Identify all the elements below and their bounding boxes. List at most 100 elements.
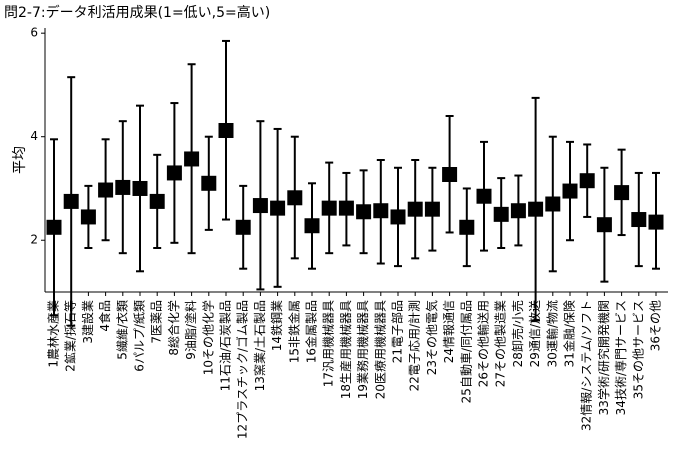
mean-point — [218, 122, 234, 138]
error-bar-group — [46, 138, 62, 317]
mean-point — [166, 165, 182, 181]
x-tick-label: 12プラスチック/ゴム製品 — [235, 300, 250, 439]
mean-point — [510, 203, 526, 219]
mean-point — [390, 209, 406, 225]
mean-point — [545, 196, 561, 212]
y-axis: 2 4 6 — [30, 26, 46, 292]
x-tick-label: 10その他化学 — [200, 300, 215, 375]
x-tick-label: 3建設業 — [80, 300, 95, 344]
error-bar-group — [184, 63, 200, 255]
mean-point — [373, 203, 389, 219]
x-tick-label: 14鉄鋼業 — [269, 300, 284, 351]
y-axis-label: 平均 — [12, 146, 28, 174]
x-tick-label: 29通信/放送 — [527, 300, 542, 367]
error-bar-group — [390, 166, 406, 268]
error-bar-group — [115, 120, 131, 255]
x-tick-label: 31金融/保険 — [562, 300, 577, 367]
x-tick-label: 7医薬品 — [150, 300, 164, 344]
error-bar-group — [528, 96, 544, 322]
x-tick-label: 32情報/システム/ソフト — [580, 300, 594, 431]
mean-point — [252, 198, 268, 214]
x-tick-label: 34技術/専門サービス — [614, 300, 628, 415]
x-tick-label: 19業務用機械器具 — [355, 300, 370, 399]
mean-point — [424, 201, 440, 217]
error-bar-group — [321, 161, 337, 255]
error-bar-group — [63, 76, 79, 327]
error-bar-group — [493, 177, 509, 249]
error-bar-group — [80, 184, 96, 249]
error-bar-group — [373, 159, 389, 265]
x-tick-label: 4食品 — [97, 300, 112, 332]
x-tick-label: 22電子応用/計測 — [407, 300, 422, 391]
error-bar-group — [562, 140, 578, 242]
error-bar-group — [252, 120, 268, 291]
error-bar-group — [510, 174, 526, 247]
x-tick-label: 28卸売/小売 — [510, 300, 525, 367]
error-bar-group — [235, 184, 251, 270]
mean-point — [493, 206, 509, 222]
error-bar-group — [304, 182, 320, 270]
x-tick-label: 23その他電気 — [424, 300, 439, 375]
x-tick-label: 13窯業/土石製品 — [252, 300, 267, 391]
mean-point — [648, 214, 664, 230]
x-tick-label: 5繊維/衣類 — [114, 300, 129, 360]
x-tick-label: 26その他輸送用 — [476, 300, 491, 387]
x-tick-label: 11石油/石炭製品 — [219, 300, 233, 391]
error-bar-group — [270, 127, 286, 288]
error-bar-group — [407, 159, 423, 260]
error-bar-group — [338, 171, 354, 247]
x-tick-label: 36その他 — [649, 300, 663, 351]
mean-point — [579, 173, 595, 189]
mean-point — [201, 175, 217, 191]
error-bar-group — [98, 138, 114, 242]
error-bar-group — [201, 135, 217, 231]
error-bar-group — [631, 171, 647, 268]
data-marks — [46, 39, 664, 327]
error-bar-group — [545, 135, 561, 273]
error-bar-group — [648, 171, 664, 270]
x-tick-label: 2鉱業/採石等 — [63, 300, 78, 372]
y-tick-label: 6 — [30, 26, 38, 40]
x-axis: 1農林水産業 2鉱業/採石等 3建設業 4食品 5繊維/衣類 6パルプ/紙類 7医薬品 8総合… — [45, 291, 668, 439]
mean-point — [184, 151, 200, 167]
x-tick-label: 24情報通信 — [442, 300, 456, 363]
mean-point — [235, 219, 251, 235]
error-bar-group — [442, 115, 458, 234]
mean-point — [115, 179, 131, 195]
mean-point — [631, 212, 647, 228]
x-tick-label: 17汎用機械器具 — [321, 300, 336, 387]
x-tick-label: 33学術/研究開発機関 — [596, 300, 611, 415]
error-bar-group — [287, 135, 303, 260]
mean-point — [356, 204, 372, 220]
x-tick-label: 35その他サービス — [631, 300, 645, 399]
error-bar-group — [614, 148, 630, 237]
mean-point — [528, 201, 544, 217]
mean-point — [459, 219, 475, 235]
y-tick-label: 2 — [30, 233, 38, 247]
mean-point — [63, 193, 79, 209]
mean-point — [98, 182, 114, 198]
error-bar-group — [596, 166, 612, 283]
x-tick-label: 20医療用機械器具 — [372, 300, 387, 399]
mean-point — [562, 183, 578, 199]
mean-point — [304, 218, 320, 234]
x-tick-label: 15非鉄金属 — [286, 300, 301, 363]
x-tick-label: 1農林水産業 — [46, 300, 61, 368]
x-tick-label: 9油脂/塗料 — [183, 300, 198, 360]
mean-point — [614, 185, 630, 201]
y-tick-label: 4 — [30, 129, 38, 143]
chart-title: 問2-7:データ利活用成果(1=低い,5=高い) — [4, 5, 271, 21]
x-tick-label: 6パルプ/紙類 — [132, 300, 147, 372]
x-tick-label: 8総合化学 — [166, 300, 181, 356]
mean-point — [476, 188, 492, 204]
x-tick-label: 18生産用機械器具 — [338, 300, 353, 399]
mean-point — [407, 201, 423, 217]
error-bar-group — [356, 169, 372, 255]
x-tick-label: 30運輸/物流 — [544, 300, 559, 367]
x-tick-label: 25自動車/同付属品 — [459, 300, 473, 403]
x-tick-label: 16金属製品 — [304, 300, 319, 363]
mean-point — [338, 200, 354, 216]
error-bar-group — [424, 166, 440, 252]
error-bar-group — [149, 153, 165, 249]
